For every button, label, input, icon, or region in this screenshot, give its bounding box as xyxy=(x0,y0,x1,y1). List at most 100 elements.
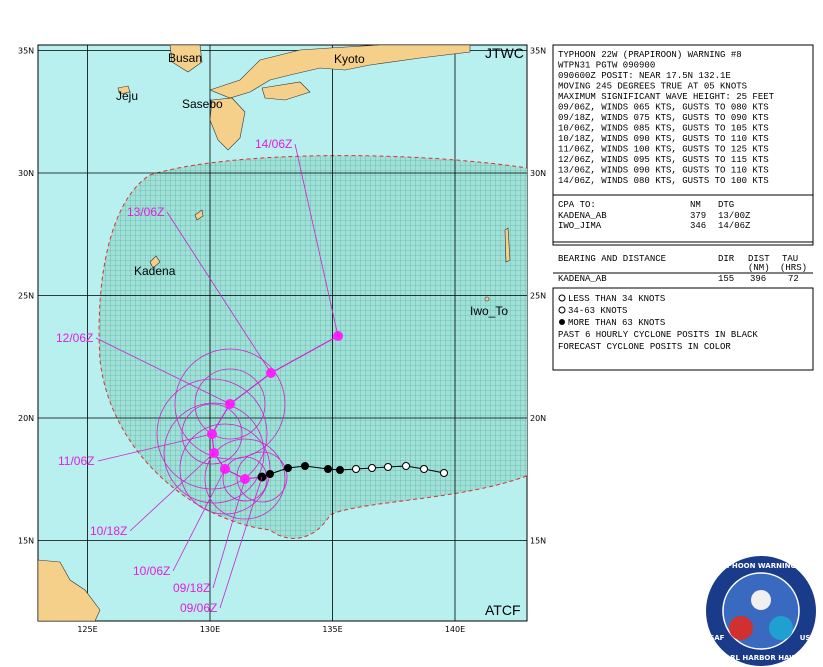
panel-text: (NM) xyxy=(748,263,770,273)
past-posit xyxy=(266,470,274,478)
leader-line xyxy=(166,211,272,374)
lon-label: 135E xyxy=(322,625,342,634)
panel-text: MOVING 245 DEGREES TRUE AT 05 KNOTS xyxy=(558,82,747,92)
lat-label: 25N xyxy=(530,292,546,301)
panel-text: DTG xyxy=(718,200,734,210)
lat-label: 35N xyxy=(18,47,34,56)
panel-text: FORECAST CYCLONE POSITS IN COLOR xyxy=(558,342,731,352)
warning-box xyxy=(552,44,814,246)
panel-text: MAXIMUM SIGNIFICANT WAVE HEIGHT: 25 FEET xyxy=(558,92,775,102)
logo-top: JOINT TYPHOON WARNING CENTER xyxy=(692,562,823,570)
logo-bottom: PEARL HARBOR HAWAII xyxy=(715,654,807,662)
panel-text: 34-63 KNOTS xyxy=(568,306,627,316)
legend-symbol xyxy=(559,319,565,325)
panel-text: PAST 6 HOURLY CYCLONE POSITS IN BLACK xyxy=(558,330,758,340)
panel-text: 379 xyxy=(690,211,706,221)
panel-text: 72 xyxy=(788,274,799,284)
map-labels: 35N 35N 30N 30N 25N 25N 20N 20N 15N 15N 125E 130E 13… xyxy=(18,45,546,634)
legend-symbol xyxy=(558,294,566,302)
panel-text: KADENA_AB xyxy=(558,274,607,284)
panel-text: TYPHOON 22W (PRAPIROON) WARNING #8 xyxy=(558,50,742,60)
panel-text: 13/06Z, WINDS 090 KTS, GUSTS TO 110 KTS xyxy=(558,166,769,176)
lat-label: 30N xyxy=(530,169,546,178)
past-posit xyxy=(336,466,344,474)
text-panel: TYPHOON 22W (PRAPIROON) WARNING #8WTPN31… xyxy=(553,50,813,352)
past-posit xyxy=(402,462,410,470)
forecast-label: 09/18Z xyxy=(173,581,210,595)
lon-label: 130E xyxy=(200,625,220,634)
lat-label: 30N xyxy=(18,169,34,178)
forecast-label: 10/06Z xyxy=(133,564,170,578)
panel-text: DIR xyxy=(718,254,735,264)
forecast-label: 10/18Z xyxy=(90,524,127,538)
panel-text: 11/06Z, WINDS 100 KTS, GUSTS TO 125 KTS xyxy=(558,145,769,155)
past-posit xyxy=(440,469,448,477)
lat-label: 20N xyxy=(530,414,546,423)
lat-label: 20N xyxy=(18,414,34,423)
danger-area xyxy=(98,155,527,539)
past-posit xyxy=(420,465,428,473)
panel-text: 12/06Z, WINDS 095 KTS, GUSTS TO 115 KTS xyxy=(558,155,769,165)
leader-line xyxy=(129,452,215,532)
wind-radius xyxy=(204,438,286,520)
forecast-label: 12/06Z xyxy=(56,331,93,345)
past-posit xyxy=(301,462,309,470)
panel-text: DIST xyxy=(748,254,770,264)
lat-label: 15N xyxy=(530,537,546,546)
panel-text: NM xyxy=(690,200,701,210)
past-posit xyxy=(368,464,376,472)
wind-radius xyxy=(156,378,268,490)
panel-text: IWO_JIMA xyxy=(558,221,602,231)
past-posit xyxy=(284,464,292,472)
panel-text: LESS THAN 34 KNOTS xyxy=(568,294,665,304)
agency-label: JTWC xyxy=(485,45,524,61)
panel-text: 346 xyxy=(690,221,706,231)
panel-text: CPA TO: xyxy=(558,200,596,210)
wind-radius xyxy=(181,403,243,465)
panel-text: WTPN31 PGTW 090900 xyxy=(558,61,655,71)
forecast-label: 13/06Z xyxy=(127,205,164,219)
panel-text: 396 xyxy=(750,274,766,284)
panel-text: (HRS) xyxy=(780,263,807,273)
place-label: Sasebo xyxy=(182,97,223,111)
wind-radius xyxy=(179,423,271,515)
place-label: Iwo_To xyxy=(470,304,508,318)
jtwc-logo: JOINT TYPHOON WARNING CENTER PEARL HARBOR… xyxy=(692,554,823,667)
place-label: Kyoto xyxy=(334,52,365,66)
leader-line xyxy=(212,478,246,589)
panel-text: 10/06Z, WINDS 085 KTS, GUSTS TO 105 KTS xyxy=(558,124,769,134)
panel-text: 13/00Z xyxy=(718,211,751,221)
panel-text: BEARING AND DISTANCE xyxy=(558,254,666,264)
past-track xyxy=(257,462,448,482)
panel-text: 090600Z POSIT: NEAR 17.5N 132.1E xyxy=(558,71,731,81)
logo-right: USN xyxy=(800,634,817,642)
lat-label: 15N xyxy=(18,537,34,546)
panel-text: 14/06Z, WINDS 080 KTS, GUSTS TO 100 KTS xyxy=(558,176,769,186)
legend-symbol xyxy=(558,306,566,314)
panel-text: KADENA_AB xyxy=(558,211,607,221)
past-posit xyxy=(352,465,360,473)
logo-left: USAF xyxy=(704,634,725,642)
lat-label: 35N xyxy=(530,47,546,56)
panel-text: 09/18Z, WINDS 075 KTS, GUSTS TO 090 KTS xyxy=(558,113,769,123)
wind-radius xyxy=(174,348,286,460)
leader-line xyxy=(219,476,263,609)
panel-text: 155 xyxy=(718,274,734,284)
past-posit xyxy=(384,463,392,471)
panel-text: TAU xyxy=(782,254,798,264)
map-layer xyxy=(38,45,527,621)
leader-line xyxy=(172,468,226,572)
lon-label: 125E xyxy=(77,625,97,634)
forecast-label: 14/06Z xyxy=(255,137,292,151)
forecast-label: 11/06Z xyxy=(58,454,94,468)
place-label: Jeju xyxy=(116,89,138,103)
land xyxy=(38,45,511,621)
leader-line xyxy=(294,143,339,337)
lat-label: 25N xyxy=(18,292,34,301)
panel-text: MORE THAN 63 KNOTS xyxy=(568,318,665,328)
wind-radius xyxy=(236,451,288,503)
panel-text: 09/06Z, WINDS 065 KTS, GUSTS TO 080 KTS xyxy=(558,103,769,113)
panel-text: 14/06Z xyxy=(718,221,751,231)
forecast-label: 09/06Z xyxy=(180,601,217,615)
